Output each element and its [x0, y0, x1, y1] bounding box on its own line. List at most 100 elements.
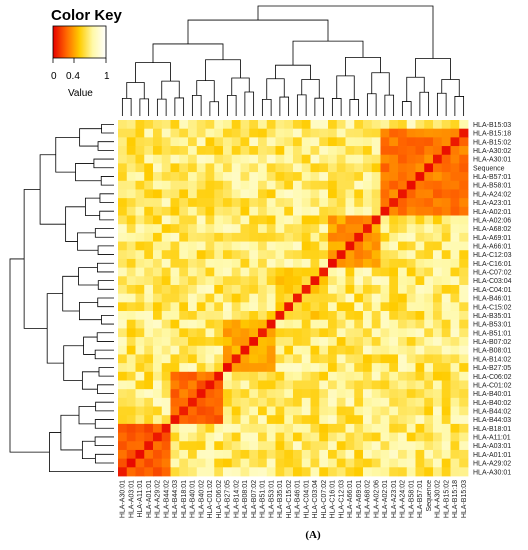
heatmap-cell	[240, 302, 250, 312]
heatmap-cell	[258, 137, 268, 147]
heatmap-cell	[240, 458, 250, 468]
heatmap-cell	[363, 128, 373, 138]
heatmap-cell	[398, 328, 408, 338]
heatmap-cell	[196, 180, 206, 190]
heatmap-cell	[398, 458, 408, 468]
heatmap-cell	[118, 363, 128, 373]
heatmap-cell	[415, 449, 425, 460]
heatmap-cell	[424, 128, 434, 138]
heatmap-cell	[126, 154, 136, 164]
heatmap-cell	[441, 441, 451, 451]
heatmap-cell	[398, 319, 408, 329]
heatmap-cell	[205, 363, 215, 373]
dendrogram-branch	[23, 189, 48, 329]
heatmap-cell	[179, 276, 189, 286]
dendrogram-branch	[415, 58, 451, 80]
heatmap-cell	[380, 354, 390, 364]
heatmap-cell	[249, 449, 259, 460]
heatmap-cell	[293, 163, 303, 173]
heatmap-cell	[223, 215, 233, 225]
heatmap-cell	[380, 397, 390, 407]
heatmap-cell	[293, 380, 303, 390]
column-label: HLA-B44:03	[172, 480, 179, 518]
heatmap-cell	[406, 206, 416, 216]
heatmap-cell	[433, 406, 443, 416]
row-label: HLA-B44:03	[473, 417, 511, 424]
heatmap-cell	[266, 337, 276, 347]
heatmap-cell	[258, 432, 268, 442]
heatmap-cell	[153, 215, 163, 225]
heatmap-cell	[144, 163, 154, 173]
heatmap-cell	[266, 267, 276, 277]
heatmap-cell	[205, 432, 215, 442]
heatmap-cell	[196, 449, 206, 460]
heatmap-cell	[214, 241, 224, 251]
heatmap-cell	[415, 293, 425, 303]
column-label: HLA-B27:05	[225, 480, 232, 518]
dendrogram-branch	[79, 301, 102, 321]
heatmap-cell	[354, 206, 364, 216]
heatmap-cell	[406, 423, 416, 433]
heatmap-cell	[205, 458, 215, 468]
heatmap-cell	[371, 198, 381, 208]
heatmap-cell	[450, 232, 460, 242]
heatmap-cell	[126, 302, 136, 312]
heatmap-cell	[118, 128, 128, 138]
heatmap-cell	[144, 120, 154, 130]
heatmap-cell	[310, 163, 320, 173]
heatmap-cell	[371, 180, 381, 190]
heatmap-cell	[433, 146, 443, 156]
heatmap-cell	[240, 224, 250, 234]
heatmap-cell	[415, 397, 425, 407]
heatmap-cell	[153, 241, 163, 251]
heatmap-cell	[406, 319, 416, 329]
heatmap-cell	[249, 380, 259, 390]
heatmap-cell	[433, 449, 443, 460]
heatmap-cell	[371, 397, 381, 407]
heatmap-cell	[284, 423, 294, 433]
heatmap-cell	[275, 467, 285, 477]
heatmap-cell	[118, 293, 128, 303]
heatmap-cell	[371, 406, 381, 416]
heatmap-cell	[196, 337, 206, 347]
heatmap-cell	[459, 389, 469, 399]
heatmap-cell	[319, 172, 329, 182]
heatmap-cell	[415, 206, 425, 216]
heatmap-cell	[293, 215, 303, 225]
heatmap-cell	[179, 250, 189, 260]
heatmap-cell	[161, 415, 171, 425]
heatmap-cell	[135, 232, 145, 242]
heatmap-cell	[249, 415, 259, 425]
heatmap-cell	[328, 172, 338, 182]
heatmap-cell	[441, 215, 451, 225]
heatmap-cell	[441, 423, 451, 433]
heatmap-cell	[170, 146, 180, 156]
heatmap-cell	[406, 198, 416, 208]
heatmap-cell	[205, 284, 215, 295]
dendrogram-branch	[101, 123, 114, 134]
heatmap-cell	[196, 467, 206, 477]
heatmap-cell	[345, 380, 355, 390]
heatmap-cell	[319, 354, 329, 364]
heatmap-cell	[275, 397, 285, 407]
heatmap-cell	[389, 172, 399, 182]
heatmap-cell	[389, 163, 399, 173]
heatmap-cell	[301, 389, 311, 399]
heatmap-cell	[389, 189, 399, 199]
dendrogram-branch	[94, 228, 114, 238]
heatmap-cell	[126, 354, 136, 364]
heatmap-cell	[301, 345, 311, 355]
heatmap-cell	[371, 467, 381, 477]
heatmap-cell	[398, 241, 408, 251]
heatmap-cell	[450, 319, 460, 329]
heatmap-cell	[126, 432, 136, 442]
heatmap-cell	[301, 302, 311, 312]
heatmap-cell	[363, 276, 373, 286]
heatmap-cell	[231, 215, 241, 225]
heatmap-cell	[328, 423, 338, 433]
heatmap-cell	[188, 337, 198, 347]
heatmap-cell	[450, 363, 460, 373]
heatmap-cell	[231, 363, 241, 373]
heatmap-cell	[389, 449, 399, 460]
heatmap-cell	[161, 206, 171, 216]
